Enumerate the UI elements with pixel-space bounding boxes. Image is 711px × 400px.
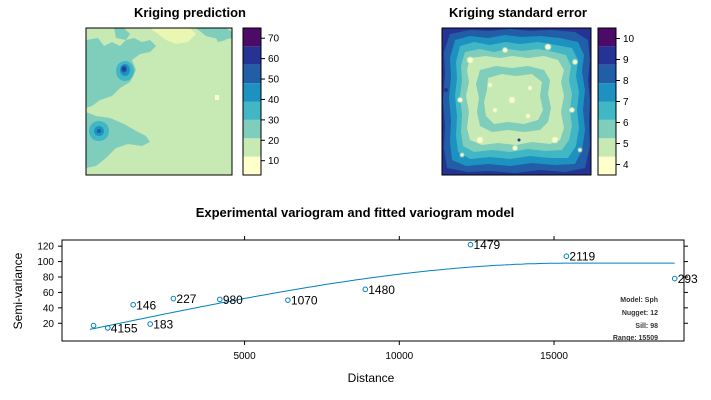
variogram-point — [285, 297, 291, 303]
colorbar-swatch — [243, 28, 261, 47]
colorbar-swatch — [243, 156, 261, 175]
stderr-title: Kriging standard error — [449, 5, 587, 20]
y-tick-label: 60 — [43, 288, 55, 299]
y-tick-label: 100 — [37, 257, 54, 268]
stderr-dark-spots — [444, 88, 521, 142]
colorbar-frame — [242, 27, 262, 176]
variogram-point-label: 2119 — [569, 250, 595, 264]
prediction-spot — [215, 95, 219, 100]
colorbar-tick-label: 20 — [268, 136, 280, 147]
variogram-point — [217, 296, 223, 303]
model-range: Range: 15509 — [613, 335, 658, 342]
variogram-point — [563, 253, 570, 259]
colorbar-swatch — [598, 119, 616, 139]
variogram-point-label: 183 — [153, 318, 173, 332]
colorbar-swatch — [598, 64, 616, 84]
variogram-point — [362, 286, 369, 293]
colorbar-tick-label: 8 — [623, 76, 629, 87]
stderr-obs-dots — [457, 44, 582, 157]
y-tick-label: 80 — [43, 273, 55, 284]
variogram-point — [104, 325, 111, 331]
colorbar-tick-label: 10 — [623, 34, 635, 45]
model-type: Model: Sph — [620, 297, 658, 304]
x-tick-label: 15000 — [540, 351, 568, 362]
variogram-point-label: 980 — [223, 293, 243, 307]
variogram-point — [170, 295, 177, 302]
x-tick-label: 10000 — [385, 351, 413, 362]
variogram-point — [671, 275, 678, 282]
colorbar-tick-label: 10 — [268, 156, 280, 167]
colorbar-swatch — [243, 101, 261, 120]
model-sill: Sill: 98 — [635, 323, 658, 330]
variogram-point — [147, 321, 153, 327]
prediction-colorbar: 10 20 30 40 50 60 70 — [242, 27, 280, 176]
variogram-point-label: 1070 — [291, 294, 318, 308]
colorbar-tick-label: 30 — [268, 115, 280, 126]
colorbar-tick-label: 7 — [623, 97, 629, 108]
colorbar-swatch — [598, 28, 616, 47]
variogram-model-summary: Model: Sph Nugget: 12 Sill: 98 Range: 15… — [613, 297, 658, 342]
variogram-point-label: 146 — [136, 298, 156, 312]
colorbar-swatch — [598, 46, 616, 65]
variogram-point — [90, 322, 97, 329]
prediction-title: Kriging prediction — [134, 5, 246, 20]
colorbar-tick-label: 60 — [268, 54, 280, 65]
y-tick-label: 120 — [37, 242, 54, 253]
prediction-hotspot-peak — [122, 67, 126, 71]
y-tick-label: 40 — [43, 303, 55, 314]
variogram-point-label: 4155 — [111, 321, 138, 335]
colorbar-swatch — [243, 119, 261, 139]
variogram-point — [130, 301, 136, 308]
colorbar-tick-label: 50 — [268, 75, 280, 86]
colorbar-tick-label: 4 — [623, 160, 629, 171]
stderr-map — [442, 28, 591, 175]
colorbar-tick-label: 40 — [268, 95, 280, 106]
variogram-point-label: 1479 — [473, 238, 500, 252]
variogram-point — [467, 241, 474, 248]
prediction-region-top-blob — [114, 28, 130, 40]
prediction-map-frame — [85, 27, 233, 176]
colorbar-tick-label: 6 — [623, 118, 629, 129]
variogram-axes: 20 40 60 80 100 120 5000 10000 15000 — [37, 236, 688, 362]
stderr-colorbar: 4 5 6 7 8 9 10 — [597, 27, 635, 176]
x-tick-label: 5000 — [233, 351, 256, 362]
colorbar-swatch — [243, 138, 261, 157]
variogram-model-curve — [89, 262, 675, 330]
variogram-point-label: 293 — [678, 272, 698, 286]
prediction-map — [86, 28, 232, 175]
colorbar-swatch — [598, 83, 616, 102]
prediction-hotspot2-peak — [97, 129, 101, 133]
colorbar-tick-label: 70 — [268, 34, 280, 45]
colorbar-swatch — [243, 64, 261, 84]
y-tick-label: 20 — [43, 319, 55, 330]
colorbar-swatch — [598, 138, 616, 157]
variogram-title: Experimental variogram and fitted variog… — [196, 205, 515, 220]
colorbar-tick-label: 5 — [623, 139, 629, 150]
colorbar-swatch — [598, 101, 616, 120]
variogram-ylabel: Semi-variance — [11, 252, 25, 329]
variogram-plot-frame — [61, 239, 685, 342]
colorbar-swatch — [243, 46, 261, 65]
stderr-map-frame — [441, 27, 592, 176]
colorbar-swatch — [598, 156, 616, 175]
prediction-region-right-blob — [214, 34, 226, 42]
variogram-xlabel: Distance — [348, 371, 395, 385]
colorbar-tick-label: 9 — [623, 55, 629, 66]
model-nugget: Nugget: 12 — [622, 310, 658, 317]
variogram-point-label: 227 — [176, 292, 196, 306]
variogram-point-label: 1480 — [368, 283, 395, 297]
prediction-region-low — [150, 28, 196, 44]
colorbar-swatch — [243, 83, 261, 102]
